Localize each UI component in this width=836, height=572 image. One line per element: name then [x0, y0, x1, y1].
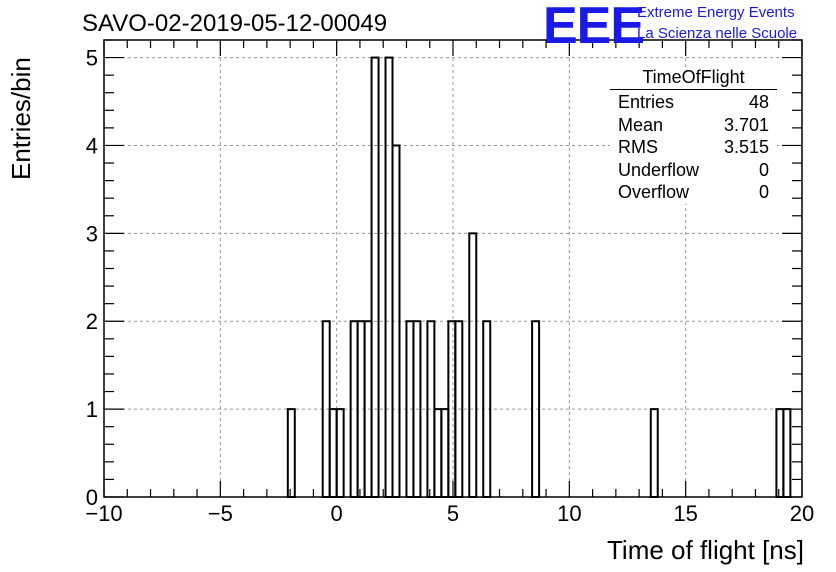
- histogram-bar: [775, 408, 785, 498]
- histogram-bar: [649, 408, 659, 498]
- stats-label-underflow: Underflow: [618, 159, 700, 180]
- stats-label-rms: RMS: [618, 137, 658, 157]
- stats-row-rms: RMS 3.515: [610, 136, 777, 159]
- y-tick-label: 0: [86, 485, 98, 510]
- x-tick-label: 15: [673, 501, 697, 526]
- histogram-bar: [286, 408, 296, 498]
- histogram-bar: [468, 232, 478, 498]
- histogram-bar: [433, 408, 443, 498]
- stats-row-underflow: Underflow 0: [610, 159, 777, 182]
- y-tick-label: 1: [86, 397, 98, 422]
- histogram-bar: [384, 56, 394, 498]
- x-tick-label: 20: [790, 501, 814, 526]
- stats-row-overflow: Overflow 0: [610, 181, 777, 204]
- histogram-bar: [335, 408, 345, 498]
- x-tick-label: 10: [557, 501, 581, 526]
- x-tick-label: 0: [331, 501, 343, 526]
- stats-label-overflow: Overflow: [618, 182, 690, 202]
- stats-value-mean: 3.701: [723, 114, 769, 135]
- y-axis-title: Entries/bin: [6, 57, 36, 180]
- histogram-bar: [370, 56, 380, 498]
- histogram-bar: [782, 408, 792, 498]
- x-tick-label: −5: [208, 501, 233, 526]
- stats-value-rms: 3.515: [723, 137, 769, 157]
- x-axis-title: Time of flight [ns]: [607, 535, 804, 565]
- stats-value-entries: 48: [748, 92, 769, 112]
- histogram-bar: [328, 408, 338, 498]
- chart-title: SAVO-02-2019-05-12-00049: [82, 10, 388, 37]
- eee-logo: EEE: [543, 0, 645, 55]
- y-tick-label: 2: [86, 309, 98, 334]
- eee-logo-line2: La Scienza nelle Scuole: [637, 25, 798, 42]
- x-tick-label: −10: [85, 501, 122, 526]
- stats-value-overflow: 0: [758, 182, 769, 202]
- x-tick-label: 5: [447, 501, 459, 526]
- stats-row-entries: Entries 48: [610, 91, 777, 114]
- stats-label-mean: Mean: [618, 114, 664, 135]
- stats-row-mean: Mean 3.701: [610, 114, 777, 137]
- stats-title: TimeOfFlight: [610, 67, 777, 90]
- y-tick-label: 3: [86, 221, 98, 246]
- y-tick-label: 5: [86, 46, 98, 71]
- y-tick-label: 4: [86, 133, 98, 158]
- histogram-bar: [440, 408, 450, 498]
- stats-value-underflow: 0: [758, 159, 769, 180]
- stats-box: TimeOfFlight Entries 48 Mean 3.701 RMS 3…: [610, 67, 777, 204]
- stats-label-entries: Entries: [618, 92, 675, 112]
- eee-logo-line1: Extreme Energy Events: [637, 4, 795, 21]
